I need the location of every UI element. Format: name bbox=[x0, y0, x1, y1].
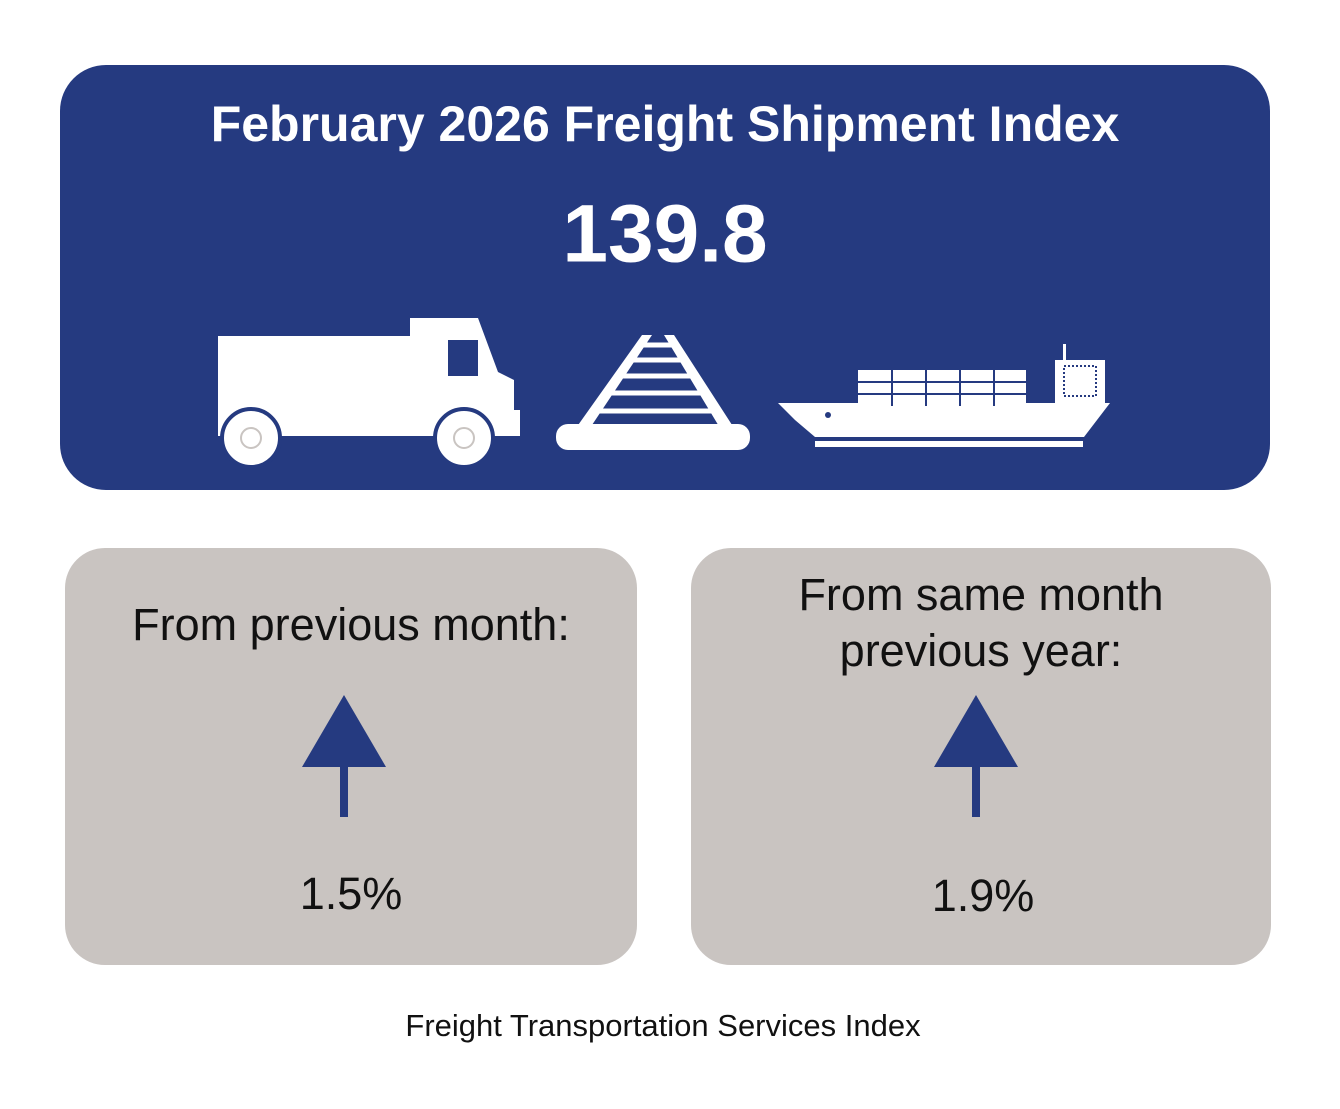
header-title: February 2026 Freight Shipment Index bbox=[211, 96, 1120, 152]
footer: Freight Transportation Services Index bbox=[405, 1008, 921, 1043]
up-arrow bbox=[302, 695, 386, 817]
up-arrow bbox=[934, 695, 1018, 817]
header-value: 139.8 bbox=[562, 189, 767, 280]
card-label: From previous month: bbox=[132, 599, 570, 650]
truck-icon bbox=[218, 318, 520, 469]
card-change: 1.5% bbox=[300, 868, 403, 919]
card-label: From same month bbox=[798, 569, 1163, 620]
card-change: 1.9% bbox=[932, 870, 1035, 921]
rail-icon bbox=[556, 335, 750, 450]
ship-icon bbox=[778, 344, 1110, 447]
card-label: previous year: bbox=[840, 625, 1123, 676]
